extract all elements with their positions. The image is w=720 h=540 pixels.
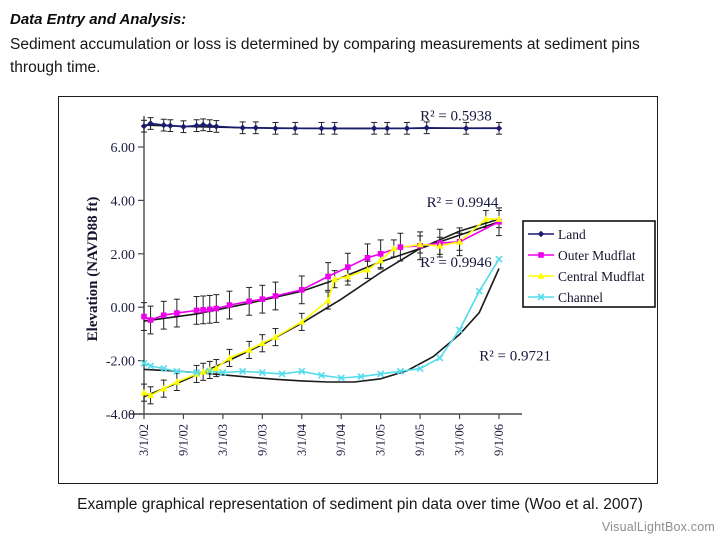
figure-caption: Example graphical representation of sedi… [77,496,643,513]
svg-text:R² = 0.9946: R² = 0.9946 [420,255,492,271]
svg-text:0.00: 0.00 [111,301,136,316]
svg-text:Land: Land [558,227,586,242]
svg-text:Channel: Channel [558,290,603,305]
svg-text:3/1/05: 3/1/05 [374,424,388,456]
svg-text:4.00: 4.00 [111,194,136,209]
svg-text:3/1/06: 3/1/06 [453,424,467,456]
intro-line-2: through time. [10,59,101,76]
watermark-link[interactable]: VisualLightBox.com [601,520,715,534]
svg-text:-4.00: -4.00 [106,408,135,423]
svg-text:R² = 0.9944: R² = 0.9944 [427,195,499,211]
svg-text:3/1/04: 3/1/04 [295,423,309,456]
svg-text:-2.00: -2.00 [106,355,135,370]
svg-text:R² = 0.9721: R² = 0.9721 [479,349,551,365]
svg-text:9/1/02: 9/1/02 [176,424,190,456]
svg-text:9/1/04: 9/1/04 [334,423,348,456]
svg-text:R² = 0.5938: R² = 0.5938 [420,108,492,124]
svg-text:Elevation (NAVD88 ft): Elevation (NAVD88 ft) [85,197,101,342]
svg-text:6.00: 6.00 [111,141,136,156]
svg-text:3/1/02: 3/1/02 [137,424,151,456]
intro-line-1: Sediment accumulation or loss is determi… [10,36,640,53]
svg-text:Outer Mudflat: Outer Mudflat [558,248,636,263]
intro-paragraph: Sediment accumulation or loss is determi… [10,33,640,79]
sediment-chart-figure: 6.00 4.00 2.00 0.00 -2.00 -4.00 3/1/02 9/1/02 3/… [58,96,658,484]
svg-text:9/1/03: 9/1/03 [255,424,269,456]
sediment-elevation-chart: 6.00 4.00 2.00 0.00 -2.00 -4.003/1/02 9/1/02 3/… [85,108,656,456]
svg-text:9/1/06: 9/1/06 [492,424,506,456]
svg-text:3/1/03: 3/1/03 [216,424,230,456]
svg-text:9/1/05: 9/1/05 [413,424,427,456]
svg-text:Central Mudflat: Central Mudflat [558,269,645,284]
svg-text:2.00: 2.00 [111,248,136,263]
page-title: Data Entry and Analysis: [10,11,187,28]
